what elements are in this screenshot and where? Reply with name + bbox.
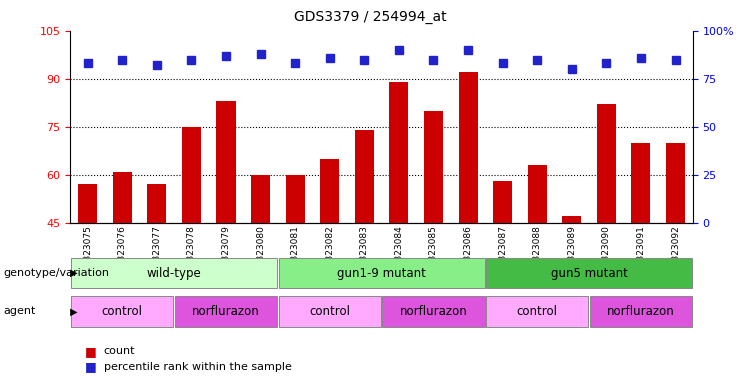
Text: norflurazon: norflurazon [399, 305, 468, 318]
Bar [590, 296, 692, 327]
Bar [175, 296, 277, 327]
Bar [71, 258, 277, 288]
Bar [251, 175, 270, 223]
Bar [355, 130, 373, 223]
Bar [562, 216, 581, 223]
Bar [113, 172, 132, 223]
Text: ▶: ▶ [67, 306, 77, 316]
Text: ■: ■ [85, 360, 97, 373]
Bar [147, 184, 166, 223]
Bar [279, 258, 485, 288]
Bar [528, 165, 547, 223]
Text: norflurazon: norflurazon [192, 305, 260, 318]
Bar [320, 159, 339, 223]
Text: GDS3379 / 254994_at: GDS3379 / 254994_at [294, 10, 447, 23]
Text: norflurazon: norflurazon [607, 305, 675, 318]
Text: ▶: ▶ [67, 268, 77, 278]
Text: control: control [309, 305, 350, 318]
Bar [279, 296, 381, 327]
Text: wild-type: wild-type [147, 266, 202, 280]
Bar [71, 296, 173, 327]
Bar [382, 296, 485, 327]
Bar [285, 175, 305, 223]
Text: count: count [104, 346, 136, 356]
Bar [216, 101, 236, 223]
Bar [79, 184, 97, 223]
Text: control: control [516, 305, 558, 318]
Bar [631, 143, 651, 223]
Text: control: control [102, 305, 143, 318]
Text: gun5 mutant: gun5 mutant [551, 266, 628, 280]
Bar [390, 82, 408, 223]
Bar [424, 111, 443, 223]
Bar [494, 181, 512, 223]
Text: genotype/variation: genotype/variation [4, 268, 110, 278]
Text: gun1-9 mutant: gun1-9 mutant [337, 266, 426, 280]
Text: ■: ■ [85, 345, 97, 358]
Bar [486, 296, 588, 327]
Bar [182, 127, 201, 223]
Bar [597, 104, 616, 223]
Text: agent: agent [4, 306, 36, 316]
Text: percentile rank within the sample: percentile rank within the sample [104, 362, 292, 372]
Bar [459, 72, 477, 223]
Bar [486, 258, 692, 288]
Bar [666, 143, 685, 223]
